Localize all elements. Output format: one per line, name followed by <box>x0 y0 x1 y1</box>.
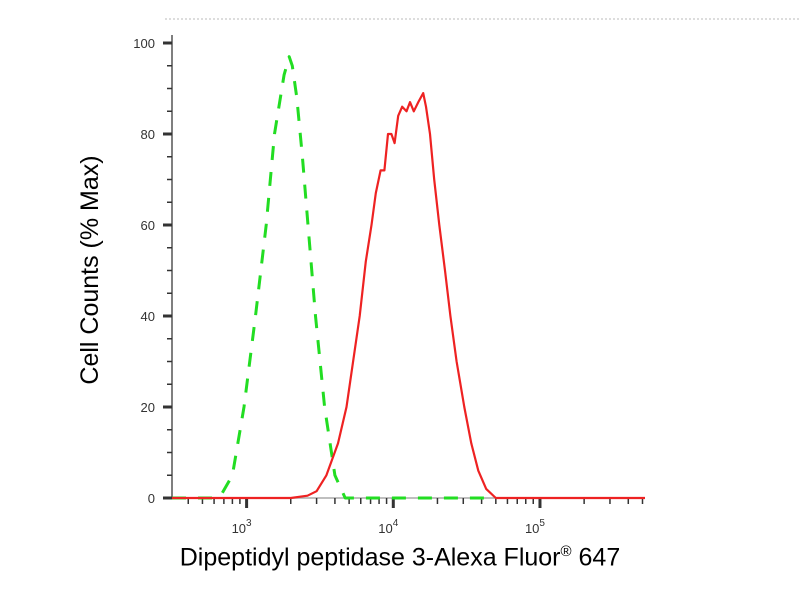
x-tick-label: 105 <box>525 518 545 536</box>
y-tick-label: 80 <box>141 127 155 142</box>
y-tick-label: 60 <box>141 218 155 233</box>
axes: 0 20 40 60 80 100 103 104 105 <box>133 35 645 536</box>
y-tick-label: 20 <box>141 400 155 415</box>
y-tick-label: 100 <box>133 36 155 51</box>
y-axis-label: Cell Counts (% Max) <box>76 155 104 384</box>
x-tick-label: 103 <box>232 518 252 536</box>
y-tick-label: 40 <box>141 309 155 324</box>
x-axis-label-text: Dipeptidyl peptidase 3-Alexa Fluor <box>179 543 561 572</box>
isotype-control-curve <box>172 55 490 500</box>
series-group <box>172 55 645 500</box>
x-axis-label-suffix: 647 <box>571 543 621 572</box>
sample-curve <box>172 92 645 500</box>
registered-mark: ® <box>560 543 572 560</box>
y-tick-label: 0 <box>148 491 155 506</box>
x-axis-label: Dipeptidyl peptidase 3-Alexa Fluor® 647 <box>0 543 800 572</box>
x-tick-label: 104 <box>378 518 398 536</box>
